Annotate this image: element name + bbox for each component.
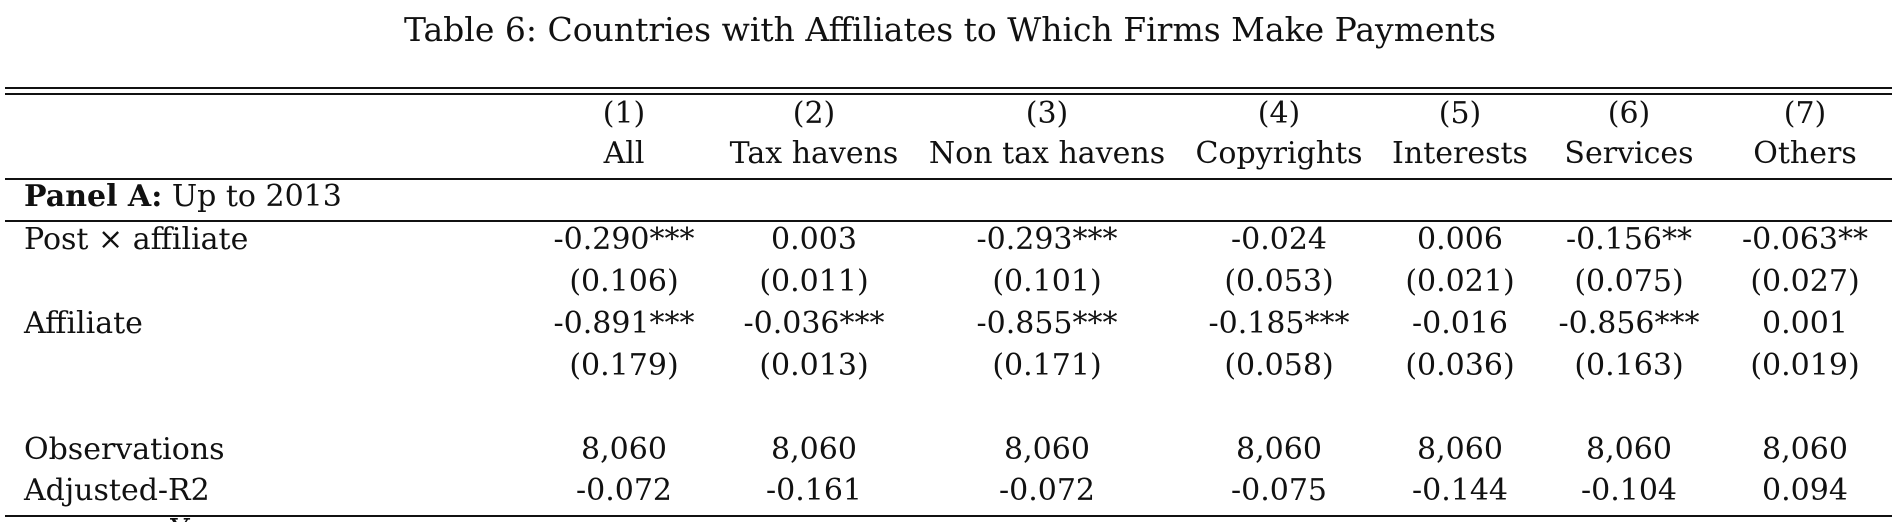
table-caption: Table 6: Countries with Affiliates to Wh…: [404, 10, 1496, 49]
coef-affiliate-7: 0.001: [1762, 306, 1848, 341]
coef-post-affiliate-5: 0.006: [1417, 222, 1503, 257]
adjusted-r2-5: -0.144: [1411, 473, 1509, 508]
coef-post-affiliate-3: -0.293***: [976, 222, 1118, 257]
se-post-affiliate-3: (0.101): [992, 264, 1102, 299]
se-post-affiliate-7: (0.027): [1750, 264, 1860, 299]
coef-post-affiliate-4: -0.024: [1230, 222, 1328, 257]
observations-7: 8,060: [1762, 432, 1848, 467]
se-affiliate-4: (0.058): [1224, 348, 1334, 383]
header-rule: [5, 178, 1892, 180]
adjusted-r2-7: 0.094: [1762, 473, 1848, 508]
adjusted-r2-3: -0.072: [998, 473, 1096, 508]
se-post-affiliate-2: (0.011): [759, 264, 869, 299]
se-post-affiliate-6: (0.075): [1574, 264, 1684, 299]
se-affiliate-1: (0.179): [569, 348, 679, 383]
column-label-services: Services: [1564, 136, 1694, 171]
adjusted-r2-1: -0.072: [575, 473, 673, 508]
column-label-interests: Interests: [1392, 136, 1528, 171]
se-affiliate-3: (0.171): [992, 348, 1102, 383]
column-number-1: (1): [602, 96, 646, 131]
row-label-observations: Observations: [24, 432, 225, 467]
column-number-4: (4): [1257, 96, 1301, 131]
row-label-adjusted-r2: Adjusted-R2: [24, 473, 210, 508]
coef-affiliate-1: -0.891***: [553, 306, 695, 341]
se-post-affiliate-4: (0.053): [1224, 264, 1334, 299]
coef-post-affiliate-7: -0.063**: [1741, 222, 1869, 257]
coef-affiliate-6: -0.856***: [1558, 306, 1700, 341]
table-top-rule: [5, 87, 1892, 89]
column-label-tax-havens: Tax havens: [729, 136, 899, 171]
column-number-3: (3): [1025, 96, 1069, 131]
adjusted-r2-6: -0.104: [1580, 473, 1678, 508]
table-bottom-rule: [5, 515, 1892, 517]
observations-1: 8,060: [581, 432, 667, 467]
se-post-affiliate-5: (0.021): [1405, 264, 1515, 299]
table-top-rule-inner: [5, 93, 1892, 95]
observations-6: 8,060: [1586, 432, 1672, 467]
adjusted-r2-4: -0.075: [1230, 473, 1328, 508]
se-affiliate-6: (0.163): [1574, 348, 1684, 383]
panel-rule: [5, 220, 1892, 222]
row-label-post-affiliate: Post × affiliate: [24, 222, 249, 257]
panel-heading: Panel A: Up to 2013: [24, 178, 342, 216]
column-label-copyrights: Copyrights: [1195, 136, 1363, 171]
observations-3: 8,060: [1004, 432, 1090, 467]
adjusted-r2-2: -0.161: [765, 473, 863, 508]
column-number-6: (6): [1607, 96, 1651, 131]
column-number-2: (2): [792, 96, 836, 131]
panel-heading-rest: Up to 2013: [171, 179, 342, 214]
panel-heading-bold: Panel A:: [24, 179, 163, 214]
observations-2: 8,060: [771, 432, 857, 467]
coef-affiliate-3: -0.855***: [976, 306, 1118, 341]
se-post-affiliate-1: (0.106): [569, 264, 679, 299]
coef-post-affiliate-6: -0.156**: [1565, 222, 1693, 257]
column-label-non-tax-havens: Non tax havens: [928, 136, 1166, 171]
column-label-others: Others: [1753, 136, 1857, 171]
row-label-affiliate: Affiliate: [24, 306, 143, 341]
coef-affiliate-2: -0.036***: [743, 306, 885, 341]
observations-5: 8,060: [1417, 432, 1503, 467]
coef-affiliate-4: -0.185***: [1208, 306, 1350, 341]
cut-off-note-fragment: Y: [170, 512, 202, 522]
se-affiliate-7: (0.019): [1750, 348, 1860, 383]
se-affiliate-5: (0.036): [1405, 348, 1515, 383]
column-number-7: (7): [1783, 96, 1827, 131]
coef-affiliate-5: -0.016: [1411, 306, 1509, 341]
column-label-all: All: [603, 136, 645, 171]
column-number-5: (5): [1438, 96, 1482, 131]
observations-4: 8,060: [1236, 432, 1322, 467]
coef-post-affiliate-1: -0.290***: [553, 222, 695, 257]
coef-post-affiliate-2: 0.003: [771, 222, 857, 257]
se-affiliate-2: (0.013): [759, 348, 869, 383]
